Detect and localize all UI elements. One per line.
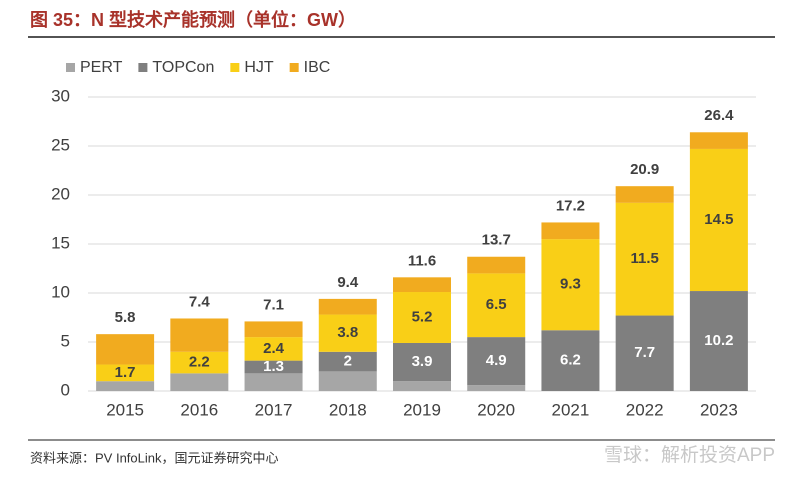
bar-segment [615,202,674,316]
data-label: 1.3 [263,358,284,375]
data-label: 2.4 [263,340,285,357]
legend-swatch [230,63,240,72]
total-label: 7.4 [189,293,211,310]
total-label: 11.6 [408,252,436,269]
total-label: 13.7 [482,232,511,249]
x-tick-label: 2019 [403,400,441,419]
bar-segment [393,342,451,382]
y-tick-label: 30 [51,86,70,105]
bar-segment [689,148,748,292]
bar-segment [541,330,600,391]
watermark: 雪球：解析投资APP [604,444,775,466]
legend-label: HJT [244,59,274,76]
data-label: 5.2 [412,308,433,325]
data-label: 6.5 [486,296,507,313]
bar-segment [393,277,451,293]
bar-segment [318,314,377,352]
bar-segment [541,239,600,331]
y-tick-label: 15 [51,233,70,252]
data-label: 2.2 [189,354,210,371]
bar-segment [170,318,229,352]
bar-segment [689,291,748,391]
bar-segment [615,315,674,391]
legend-label: IBC [304,59,331,76]
bar-segment [96,364,155,382]
data-label: 3.8 [337,324,358,341]
data-label: 3.9 [412,353,433,370]
bar-segment [615,186,674,203]
x-tick-label: 2015 [106,400,144,419]
data-label: 4.9 [486,352,507,369]
bar-segment [467,385,526,391]
bar-segment [244,337,303,361]
bar-segment [541,222,600,240]
bar-segment [393,292,451,343]
legend-swatch [138,63,148,72]
bar-segment [467,256,526,274]
bar-segment [393,381,451,391]
y-tick-label: 5 [61,331,70,350]
bar-segment [170,351,229,374]
bar-segment [689,132,748,149]
data-label: 1.7 [115,364,136,381]
x-tick-label: 2023 [700,400,738,419]
y-tick-label: 10 [51,282,70,301]
x-tick-label: 2018 [329,400,367,419]
data-label: 6.2 [560,352,581,369]
total-label: 9.4 [337,274,359,291]
legend-swatch [289,63,299,72]
total-label: 20.9 [630,161,659,178]
data-label: 2 [344,353,352,370]
legend-label: PERT [80,59,123,76]
bar-segment [244,373,303,391]
bar-segment [467,273,526,338]
x-tick-label: 2020 [477,400,515,419]
legend-swatch [66,63,75,72]
total-label: 5.8 [115,309,136,326]
bar-segment [318,351,377,372]
source: 资料来源：PV InfoLink，国元证券研究中心 [30,450,279,465]
y-tick-label: 25 [51,135,70,154]
y-tick-label: 0 [61,380,70,399]
bar-segment [467,337,526,386]
legend-label: TOPCon [152,59,214,76]
total-label: 7.1 [263,296,284,313]
bar-segment [170,373,229,391]
bar-segment [318,371,377,391]
total-label: 26.4 [704,107,734,124]
y-tick-label: 20 [51,184,70,203]
data-label: 14.5 [704,211,733,228]
data-label: 9.3 [560,276,581,293]
x-tick-label: 2017 [255,400,293,419]
bar-segment [244,321,303,338]
bar-segment [96,334,155,365]
x-tick-label: 2016 [180,400,218,419]
x-tick-label: 2021 [552,400,590,419]
x-tick-label: 2022 [626,400,664,419]
bar-segment [318,298,377,315]
data-label: 11.5 [630,250,658,267]
bar-segment [96,381,155,391]
chart-title: 图 35：N 型技术产能预测（单位：GW） [30,9,356,30]
total-label: 17.2 [556,197,585,214]
bar-segment [244,360,303,374]
data-label: 7.7 [634,344,655,361]
data-label: 10.2 [704,332,733,349]
